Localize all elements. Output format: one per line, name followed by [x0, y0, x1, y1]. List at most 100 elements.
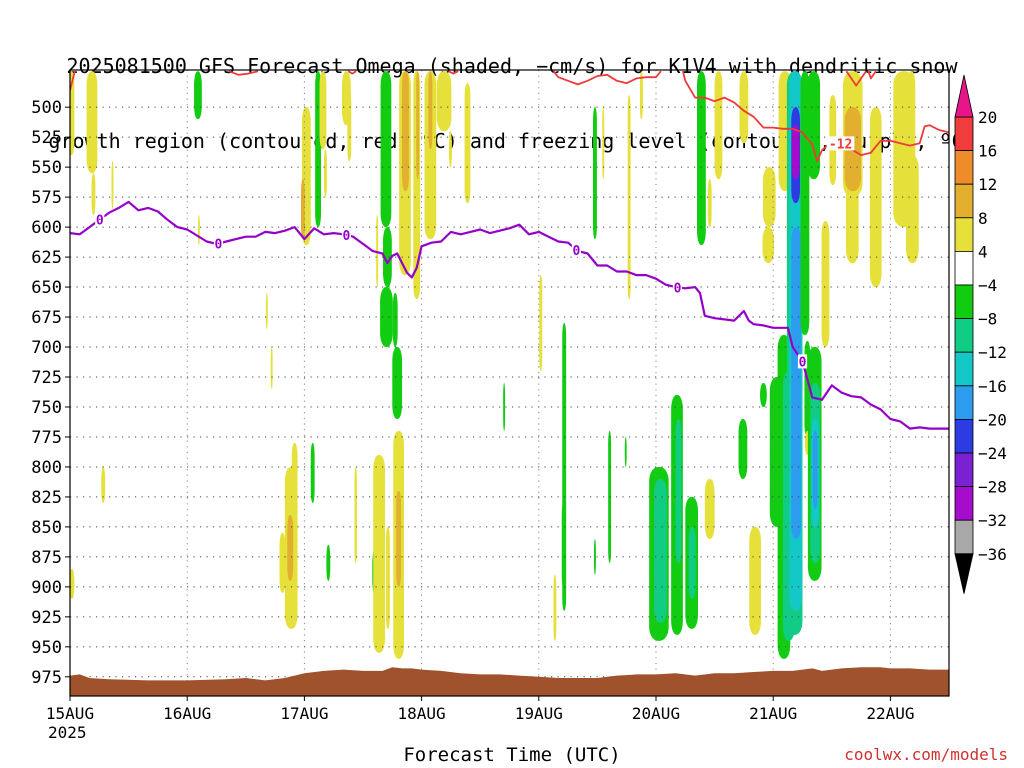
y-tick-label: 900 [31, 578, 62, 598]
colorbar-bin [954, 116, 974, 151]
dgz-contour-line [682, 70, 949, 162]
colorbar-tick-label: −16 [978, 377, 1007, 396]
chart-title-line-1: 2025081500 GFS Forecast Omega (shaded, −… [66, 54, 958, 78]
omega-cell [347, 89, 352, 162]
omega-cell [70, 568, 75, 599]
omega-cell [383, 227, 392, 288]
omega-cell [807, 71, 821, 180]
omega-cell [392, 347, 403, 419]
y-tick-label: 600 [31, 218, 62, 238]
omega-cell [354, 466, 357, 563]
x-tick-sublabel: 2025 [48, 723, 87, 742]
plot-frame [69, 69, 950, 697]
freezing-level-label: 0 [342, 229, 350, 244]
omega-cell [762, 167, 776, 228]
y-tick-label: 800 [31, 458, 62, 478]
colorbar-bin [954, 519, 974, 555]
x-tick-label: 18AUG [398, 704, 446, 723]
freezing-level-label: 0 [799, 355, 807, 370]
freezing-level-line [70, 200, 949, 430]
colorbar-tick-label: 8 [978, 209, 988, 228]
omega-cell [503, 383, 506, 431]
credit-text: coolwx.com/models [844, 745, 1008, 764]
colorbar-tick-label: −12 [978, 343, 1007, 362]
omega-cell [688, 526, 696, 599]
colorbar-tick-label: 20 [978, 108, 997, 127]
contours: 0 0 0 0 0 0 -12 [70, 70, 949, 430]
freezing-level-label: 0 [572, 244, 580, 259]
omega-cell [424, 71, 437, 240]
freezing-level-label: 0 [215, 237, 223, 252]
dgz-contour-line [228, 70, 259, 76]
freezing-level-label: 0 [96, 214, 104, 229]
omega-cell [539, 275, 543, 372]
terrain [70, 667, 949, 696]
omega-cell [593, 538, 596, 575]
y-tick-label: 925 [31, 608, 62, 628]
y-tick-label: 775 [31, 428, 62, 448]
omega-cell [624, 436, 627, 467]
freezing-level-label-bg [341, 228, 351, 243]
omega-cell [697, 71, 706, 246]
omega-cell [749, 526, 761, 635]
omega-cell [593, 107, 597, 240]
colorbar-tick-label: −20 [978, 410, 1007, 429]
colorbar-bin [954, 217, 974, 252]
freezing-level-label: 0 [674, 281, 682, 296]
colorbar-bin [954, 150, 974, 185]
y-tick-label: 850 [31, 518, 62, 538]
x-tick-label: 21AUG [749, 704, 797, 723]
x-axis-title: Forecast Time (UTC) [403, 744, 621, 766]
omega-cell [654, 478, 667, 623]
dgz-contour-line [552, 70, 662, 86]
colorbar-bin [954, 486, 974, 521]
omega-cell [791, 125, 800, 180]
omega-cell [291, 442, 298, 485]
y-tick-label: 975 [31, 668, 62, 688]
freezing-level-label-bg [672, 280, 683, 295]
colorbar-bin [954, 183, 974, 219]
omega-cell [907, 71, 916, 186]
colorbar-bin [954, 351, 974, 387]
colorbar: 20 16 12 8 4 −4 −8 −12 −16 −20 −24 −28 −32 −36 [954, 74, 1007, 594]
omega-cell [396, 490, 402, 587]
colorbar-tick-label: 16 [978, 142, 997, 161]
omega-cell [416, 71, 420, 180]
omega-cell [402, 71, 409, 192]
omega-cell [602, 107, 605, 180]
omega-cell [319, 71, 327, 150]
omega-cell [821, 221, 830, 348]
omega-cell [287, 514, 294, 581]
omega-cell [707, 179, 712, 228]
omega-cell [373, 454, 385, 653]
omega-cell [197, 215, 200, 246]
omega-cell [739, 71, 749, 144]
freezing-level-label-bg [797, 354, 808, 369]
omega-cell [428, 71, 433, 150]
colorbar-tick-label: −28 [978, 478, 1007, 497]
x-tick-label: 16AUG [163, 704, 211, 723]
omega-cell [70, 71, 75, 156]
omega-cell [869, 107, 882, 288]
y-tick-label: 625 [31, 248, 62, 268]
omega-cell [194, 71, 202, 120]
dgz-contour-line [845, 70, 867, 87]
omega-cell [380, 287, 393, 348]
colorbar-tick-label: −24 [978, 444, 1007, 463]
omega-shading [70, 71, 919, 659]
y-tick-label: 525 [31, 128, 62, 148]
y-tick-label: 650 [31, 278, 62, 298]
omega-cell [714, 71, 723, 180]
axes: 500 525 550 575 600 625 650 675 700 725 750 775 800 8… [31, 98, 914, 742]
dgz-contour-line [70, 70, 76, 91]
omega-cell [448, 131, 452, 168]
y-tick-label: 550 [31, 158, 62, 178]
y-tick-label: 825 [31, 488, 62, 508]
omega-cell [111, 161, 114, 210]
x-tick-label: 20AUG [632, 704, 680, 723]
omega-cell [279, 532, 286, 593]
omega-cell [464, 83, 471, 204]
freezing-level-label-bg [571, 242, 582, 257]
omega-cell [738, 418, 748, 479]
